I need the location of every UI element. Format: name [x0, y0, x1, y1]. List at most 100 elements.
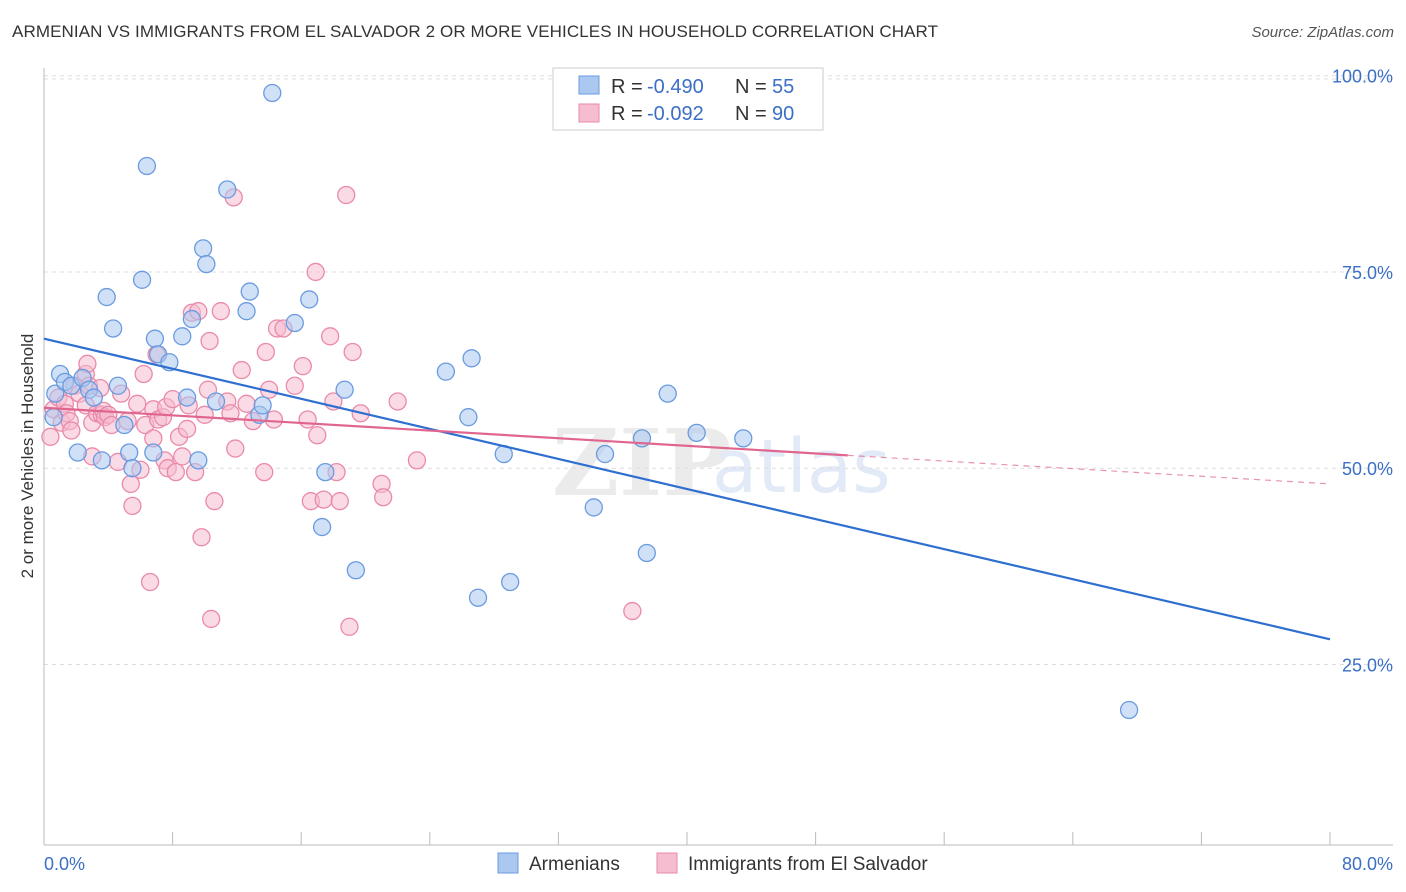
armenian-point	[237, 302, 256, 321]
el-salvador-point	[195, 405, 214, 424]
el-salvador-point	[256, 342, 275, 362]
armenian-point	[144, 443, 163, 462]
el-salvador-point	[62, 421, 81, 440]
armenian-point	[658, 384, 677, 403]
armenian-point	[44, 408, 63, 427]
series-el-salvador-points	[41, 185, 642, 636]
el-salvador-point	[623, 601, 642, 621]
el-salvador-point	[320, 327, 340, 346]
armenian-point	[459, 408, 478, 427]
el-salvador-point	[123, 496, 142, 516]
series-legend: Armenians Immigrants from El Salvador	[497, 852, 928, 875]
bottom-legend-swatch-el-salvador	[656, 852, 678, 874]
armenian-point	[436, 362, 456, 381]
armenian-point	[253, 396, 272, 415]
armenian-point	[193, 239, 213, 258]
armenian-point	[687, 423, 706, 443]
armenian-point	[346, 561, 366, 580]
armenian-point	[240, 282, 259, 301]
el-salvador-trend-line	[43, 406, 848, 457]
armenians-trend-line	[43, 337, 1331, 641]
armenian-point	[145, 329, 165, 348]
armenian-point	[285, 313, 304, 333]
el-salvador-point	[134, 364, 153, 384]
armenian-point	[218, 180, 237, 199]
armenian-point	[468, 588, 488, 607]
legend-r-label-2: R =	[611, 103, 648, 125]
armenian-point	[132, 270, 152, 289]
y-tick-label: 75.0%	[1342, 263, 1393, 283]
correlation-legend: R = -0.490 N = 55 R = -0.092 N = 90	[552, 67, 824, 131]
armenian-point	[84, 388, 103, 407]
armenian-point	[177, 388, 197, 407]
el-salvador-point	[140, 572, 160, 592]
el-salvador-point	[388, 392, 407, 411]
armenian-point	[137, 156, 157, 176]
el-salvador-point	[173, 447, 192, 466]
y-tick-label: 50.0%	[1342, 459, 1393, 479]
armenian-point	[173, 327, 192, 346]
el-salvador-point	[337, 185, 356, 205]
y-axis-title: 2 or more Vehicles in Household	[18, 334, 37, 579]
armenian-point	[68, 443, 87, 462]
armenian-point	[206, 392, 226, 411]
armenian-point	[120, 443, 139, 462]
watermark: ZIP atlas	[552, 409, 891, 517]
el-salvador-point	[255, 462, 274, 482]
x-tick-label-max: 80.0%	[1342, 854, 1393, 874]
el-salvador-point	[330, 492, 349, 511]
legend-n-label-2: N =	[735, 103, 772, 125]
legend-n-value-2: 90	[772, 103, 794, 125]
x-axis-ticks	[43, 832, 1331, 845]
el-salvador-point	[293, 356, 312, 376]
el-salvador-point	[314, 490, 333, 509]
armenian-point	[312, 517, 332, 537]
bottom-legend-label-el-salvador: Immigrants from El Salvador	[688, 854, 928, 875]
armenian-point	[263, 83, 282, 103]
chart-title: ARMENIAN VS IMMIGRANTS FROM EL SALVADOR …	[12, 22, 939, 41]
trend-lines	[43, 337, 1331, 641]
armenian-point	[637, 543, 656, 563]
el-salvador-point	[128, 394, 147, 413]
el-salvador-point	[306, 262, 325, 282]
el-salvador-point	[298, 410, 317, 429]
legend-r-label-1: R =	[611, 76, 648, 98]
bottom-legend-label-armenians: Armenians	[529, 854, 620, 875]
el-salvador-point	[41, 427, 60, 446]
armenian-point	[103, 319, 123, 338]
el-salvador-trend-extension	[847, 454, 1331, 485]
armenian-point	[462, 349, 481, 368]
legend-n-label-1: N =	[735, 76, 772, 98]
armenian-point	[92, 451, 112, 470]
armenian-point	[584, 498, 603, 517]
el-salvador-point	[177, 419, 197, 439]
armenian-point	[501, 572, 520, 592]
legend-n-value-1: 55	[772, 76, 794, 98]
el-salvador-point	[343, 342, 362, 362]
armenian-point	[182, 309, 202, 329]
armenian-point	[734, 429, 753, 448]
legend-swatch-el-salvador	[578, 103, 600, 123]
y-tick-label: 100.0%	[1332, 67, 1393, 87]
el-salvador-point	[226, 439, 245, 458]
series-armenians-points	[44, 83, 1139, 720]
armenian-point	[300, 290, 319, 309]
armenian-point	[316, 462, 335, 482]
armenian-point	[123, 459, 142, 478]
armenian-point	[595, 444, 615, 464]
el-salvador-point	[308, 426, 327, 445]
armenian-point	[1119, 700, 1139, 720]
legend-r-value-2: -0.092	[647, 103, 704, 125]
armenian-point	[197, 254, 216, 274]
armenian-point	[46, 384, 65, 403]
el-salvador-point	[202, 609, 221, 629]
armenian-point	[115, 415, 134, 435]
el-salvador-point	[374, 488, 393, 507]
el-salvador-point	[205, 492, 224, 511]
el-salvador-point	[200, 331, 219, 351]
el-salvador-point	[285, 376, 304, 395]
el-salvador-point	[232, 360, 251, 380]
legend-r-value-1: -0.490	[647, 76, 704, 98]
bottom-legend-swatch-armenians	[497, 852, 519, 874]
